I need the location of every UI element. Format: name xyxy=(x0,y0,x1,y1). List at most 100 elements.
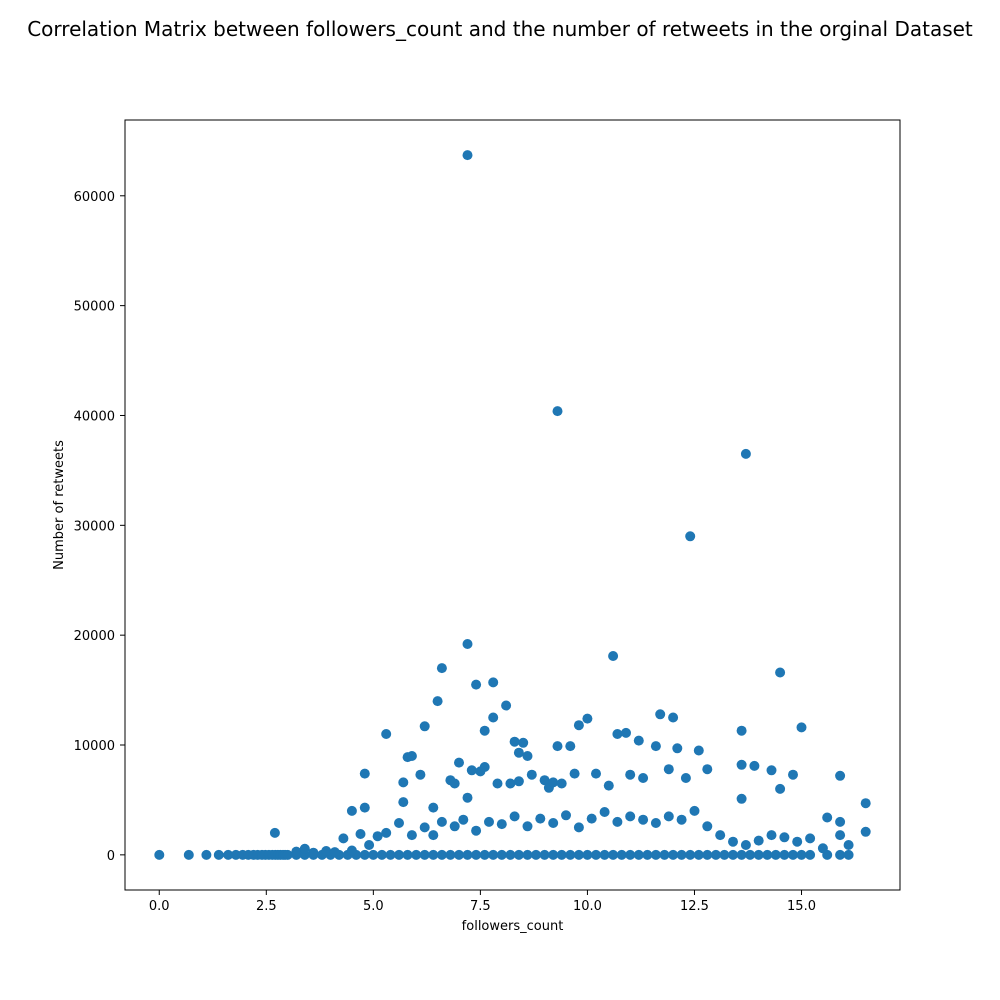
data-point xyxy=(608,651,619,661)
data-point xyxy=(582,849,593,860)
data-point xyxy=(496,849,507,860)
x-axis-ticks: 0.0 2.5 5.0 7.5 10.0 12.5 15.0 xyxy=(149,890,816,914)
data-point xyxy=(715,830,726,841)
data-point xyxy=(359,849,370,860)
data-point xyxy=(539,849,550,860)
data-point xyxy=(535,813,546,824)
x-tick-label: 7.5 xyxy=(470,899,491,914)
data-point xyxy=(608,849,619,860)
data-point xyxy=(513,776,524,787)
data-point xyxy=(779,832,790,843)
data-point xyxy=(860,826,871,837)
y-tick-label: 30000 xyxy=(74,519,115,534)
data-point xyxy=(419,849,430,860)
data-point xyxy=(269,827,280,838)
data-point xyxy=(522,751,533,761)
data-point xyxy=(183,849,194,860)
data-point xyxy=(805,849,816,860)
data-point xyxy=(381,827,392,838)
data-point xyxy=(745,849,756,860)
data-point xyxy=(775,667,786,678)
data-point xyxy=(462,849,473,860)
y-tick-label: 50000 xyxy=(74,300,115,315)
data-point xyxy=(484,816,494,827)
data-point xyxy=(573,849,584,860)
data-point xyxy=(213,849,224,860)
data-point xyxy=(548,818,559,828)
data-point xyxy=(488,849,499,860)
data-point xyxy=(329,847,340,858)
data-point xyxy=(650,741,661,752)
data-point xyxy=(638,814,649,825)
data-point xyxy=(702,764,713,775)
data-point xyxy=(419,721,430,732)
data-point xyxy=(753,835,764,846)
data-point xyxy=(372,831,383,842)
data-point xyxy=(625,769,636,780)
data-point xyxy=(740,448,751,459)
data-point xyxy=(835,830,846,841)
data-point xyxy=(394,849,404,860)
chart-title: Correlation Matrix between followers_cou… xyxy=(27,17,973,41)
x-tick-label: 10.0 xyxy=(573,899,602,914)
data-point xyxy=(736,759,747,770)
data-point xyxy=(775,783,786,794)
data-point xyxy=(462,792,473,803)
data-point xyxy=(693,745,704,756)
data-point xyxy=(728,849,738,860)
data-point xyxy=(201,849,212,860)
y-axis-label: Number of retweets xyxy=(52,440,67,570)
data-point xyxy=(556,849,567,860)
data-point xyxy=(676,849,687,860)
data-point xyxy=(428,802,439,813)
data-point xyxy=(788,769,798,780)
data-point xyxy=(548,777,559,788)
data-point xyxy=(411,849,422,860)
data-point xyxy=(346,845,357,856)
data-point xyxy=(488,677,499,688)
data-point xyxy=(565,741,576,752)
data-point xyxy=(599,807,610,817)
data-point xyxy=(501,700,512,711)
points-layer xyxy=(154,150,871,860)
data-point xyxy=(355,829,366,839)
data-point xyxy=(655,709,666,720)
data-point xyxy=(680,773,691,783)
data-point xyxy=(394,818,404,828)
data-point xyxy=(548,849,559,860)
data-point xyxy=(702,821,713,832)
data-point xyxy=(449,821,460,832)
data-point xyxy=(753,849,764,860)
data-point xyxy=(603,780,614,791)
data-point xyxy=(766,830,777,841)
data-point xyxy=(612,729,623,739)
data-point xyxy=(359,768,370,779)
data-point xyxy=(710,849,721,860)
data-point xyxy=(402,849,413,860)
data-point xyxy=(740,840,751,850)
data-point xyxy=(406,751,417,761)
data-point xyxy=(436,816,447,827)
data-point xyxy=(539,775,550,786)
data-point xyxy=(805,833,816,844)
data-point xyxy=(650,849,661,860)
y-tick-label: 20000 xyxy=(74,629,115,644)
data-point xyxy=(728,836,738,847)
data-point xyxy=(766,765,777,776)
data-point xyxy=(569,768,580,779)
data-point xyxy=(531,849,541,860)
data-point xyxy=(522,849,533,860)
data-point xyxy=(835,849,846,860)
data-point xyxy=(573,822,584,833)
data-point xyxy=(843,849,854,860)
data-point xyxy=(346,805,357,816)
data-point xyxy=(436,849,447,860)
x-tick-label: 12.5 xyxy=(680,899,709,914)
data-point xyxy=(586,813,597,824)
data-point xyxy=(496,819,507,830)
data-point xyxy=(454,757,464,768)
data-point xyxy=(308,847,319,858)
data-point xyxy=(466,765,477,776)
data-point xyxy=(599,849,610,860)
plot-frame xyxy=(124,119,901,891)
